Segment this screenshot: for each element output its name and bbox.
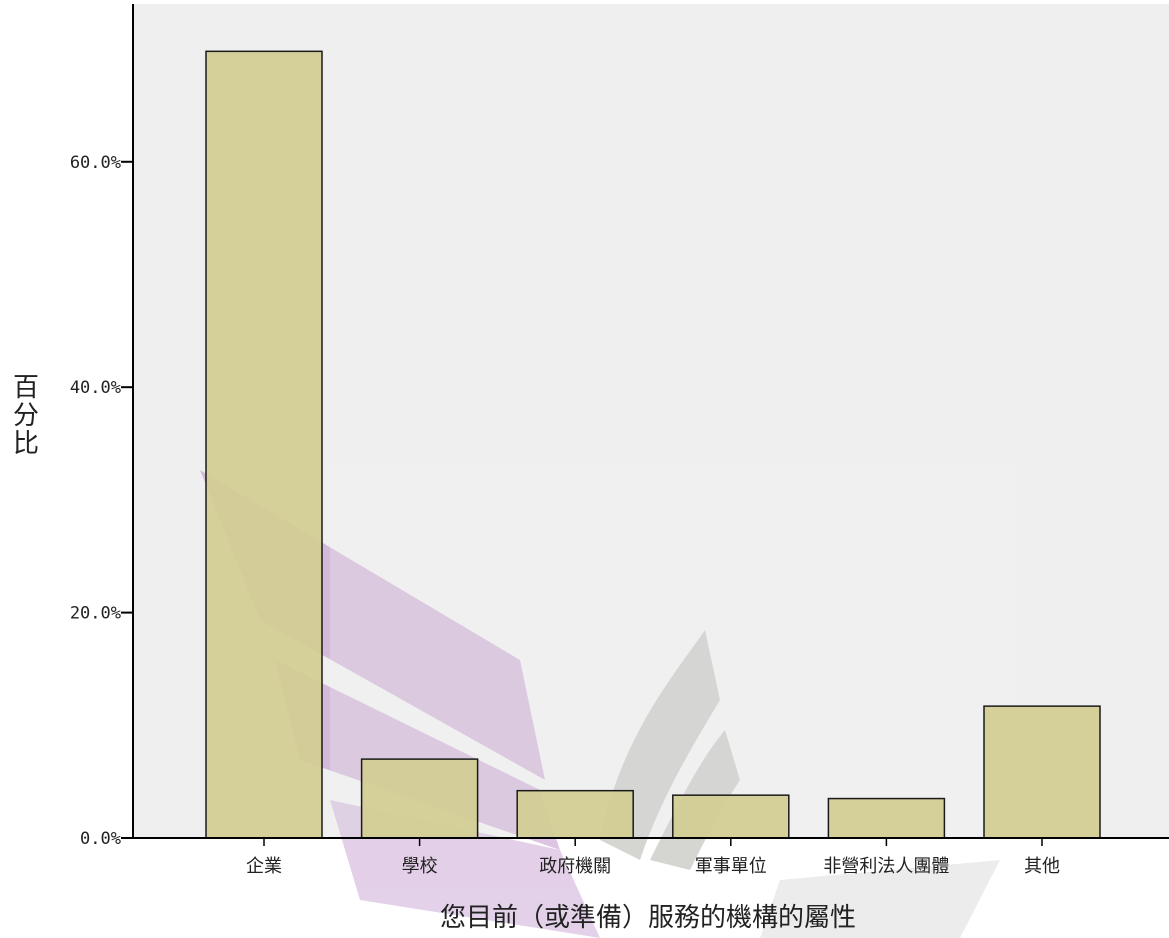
x-tick-label: 軍事單位 — [695, 856, 767, 877]
y-axis-title: 百分比 — [13, 373, 39, 459]
y-ticks: 0.0% 20.0% 40.0% 60.0% — [70, 153, 133, 849]
axes — [132, 4, 1169, 839]
x-tick-label: 其他 — [1024, 856, 1060, 877]
y-axis-title-char: 分 — [13, 401, 39, 431]
x-tick-label: 非營利法人團體 — [823, 856, 949, 877]
bar-1 — [360, 758, 479, 839]
x-tick-label: 學校 — [402, 856, 438, 877]
x-tick-label: 政府機關 — [539, 856, 611, 877]
x-ticks: 企業 學校 政府機關 軍事單位 非營利法人團體 其他 — [246, 838, 1060, 877]
y-tick-label: 20.0% — [70, 604, 121, 624]
y-axis-title-char: 比 — [13, 429, 39, 459]
y-tick-label: 60.0% — [70, 153, 121, 173]
y-tick-label: 40.0% — [70, 378, 121, 398]
bar-3 — [672, 794, 790, 839]
watermark-logo — [200, 466, 1014, 938]
bar-4 — [827, 797, 946, 839]
x-axis-title: 您目前（或準備）服務的機構的屬性 — [440, 903, 856, 933]
bars-group — [205, 50, 1101, 839]
y-axis-title-char: 百 — [13, 373, 39, 403]
bar-0 — [205, 50, 323, 839]
bar-5 — [983, 705, 1101, 839]
bar-2 — [516, 789, 634, 839]
y-tick-label: 0.0% — [80, 829, 121, 849]
x-tick-label: 企業 — [246, 856, 282, 877]
